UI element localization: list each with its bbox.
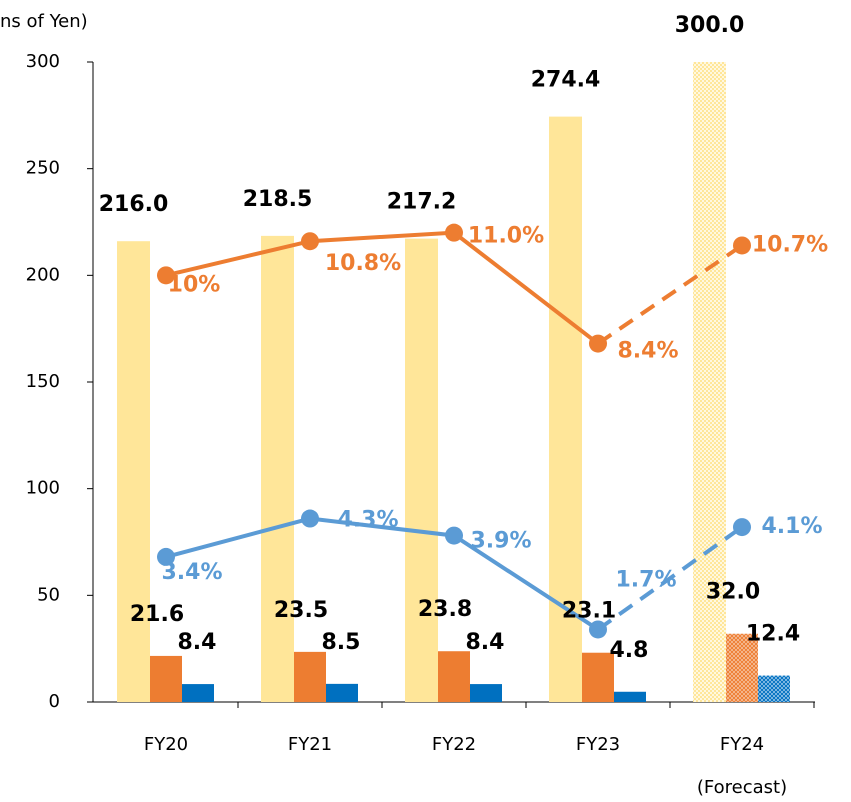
x-tick-label: FY22 (432, 734, 476, 755)
y-tick-label: 50 (37, 584, 60, 605)
forecast-line (596, 525, 744, 632)
data-label: 274.4 (531, 68, 601, 93)
bar (438, 651, 470, 702)
y-tick-label: 100 (26, 478, 60, 499)
data-label: 32.0 (706, 580, 760, 605)
point (157, 547, 175, 566)
bar (582, 652, 614, 702)
data-label: 23.5 (274, 598, 328, 623)
data-label: 8.4 (466, 630, 505, 655)
point (301, 232, 319, 251)
data-label: 216.0 (99, 192, 169, 217)
bar (470, 684, 502, 702)
data-label: 12.4 (746, 622, 800, 647)
bar (614, 691, 646, 702)
bar (693, 62, 726, 702)
point (301, 509, 319, 528)
data-label: 23.8 (418, 597, 472, 622)
y-tick-label: 250 (26, 158, 60, 179)
data-label: 8.4 (178, 630, 217, 655)
annotation: (Forecast) (697, 777, 787, 798)
data-label: 8.4% (617, 339, 678, 364)
y-tick-label: 300 (26, 51, 60, 72)
x-tick-label: FY23 (576, 734, 620, 755)
data-label: 4.3% (337, 508, 398, 533)
y-tick-label: 150 (26, 371, 60, 392)
forecast-line (596, 243, 744, 346)
bar (182, 684, 214, 702)
x-tick-label: FY20 (144, 734, 188, 755)
data-label: 1.7% (615, 567, 676, 592)
bar (405, 238, 438, 702)
data-label: 4.8 (610, 638, 649, 663)
y-tick-label: 0 (49, 691, 60, 712)
bar (150, 655, 182, 702)
x-tick-label: FY24 (720, 734, 764, 755)
point (733, 236, 751, 255)
bar (117, 241, 150, 702)
point (445, 526, 463, 545)
data-label: 218.5 (243, 187, 313, 212)
data-label: 3.4% (161, 560, 222, 585)
data-label: 217.2 (387, 190, 457, 215)
bar (261, 235, 294, 702)
bar (758, 675, 790, 702)
data-label: 10.7% (752, 232, 828, 257)
point (589, 334, 607, 353)
line (165, 230, 600, 346)
data-label: 8.5 (322, 630, 361, 655)
y-tick-label: 200 (26, 264, 60, 285)
data-label: 23.1 (562, 599, 616, 624)
data-label: 11.0% (468, 224, 544, 249)
point (445, 223, 463, 242)
data-label: 300.0 (675, 13, 745, 38)
data-label: 10.8% (325, 251, 401, 276)
data-label: 4.1% (761, 514, 822, 539)
point (157, 266, 175, 285)
bar (726, 633, 758, 702)
point (589, 620, 607, 639)
line (165, 516, 600, 632)
bar (549, 116, 582, 702)
bar (326, 683, 358, 702)
data-label: 3.9% (470, 529, 531, 554)
point (733, 518, 751, 537)
data-label: 10% (168, 272, 221, 297)
y-axis-label: ns of Yen) (0, 11, 88, 32)
data-label: 21.6 (130, 602, 184, 627)
bar (294, 651, 326, 702)
x-tick-label: FY21 (288, 734, 332, 755)
